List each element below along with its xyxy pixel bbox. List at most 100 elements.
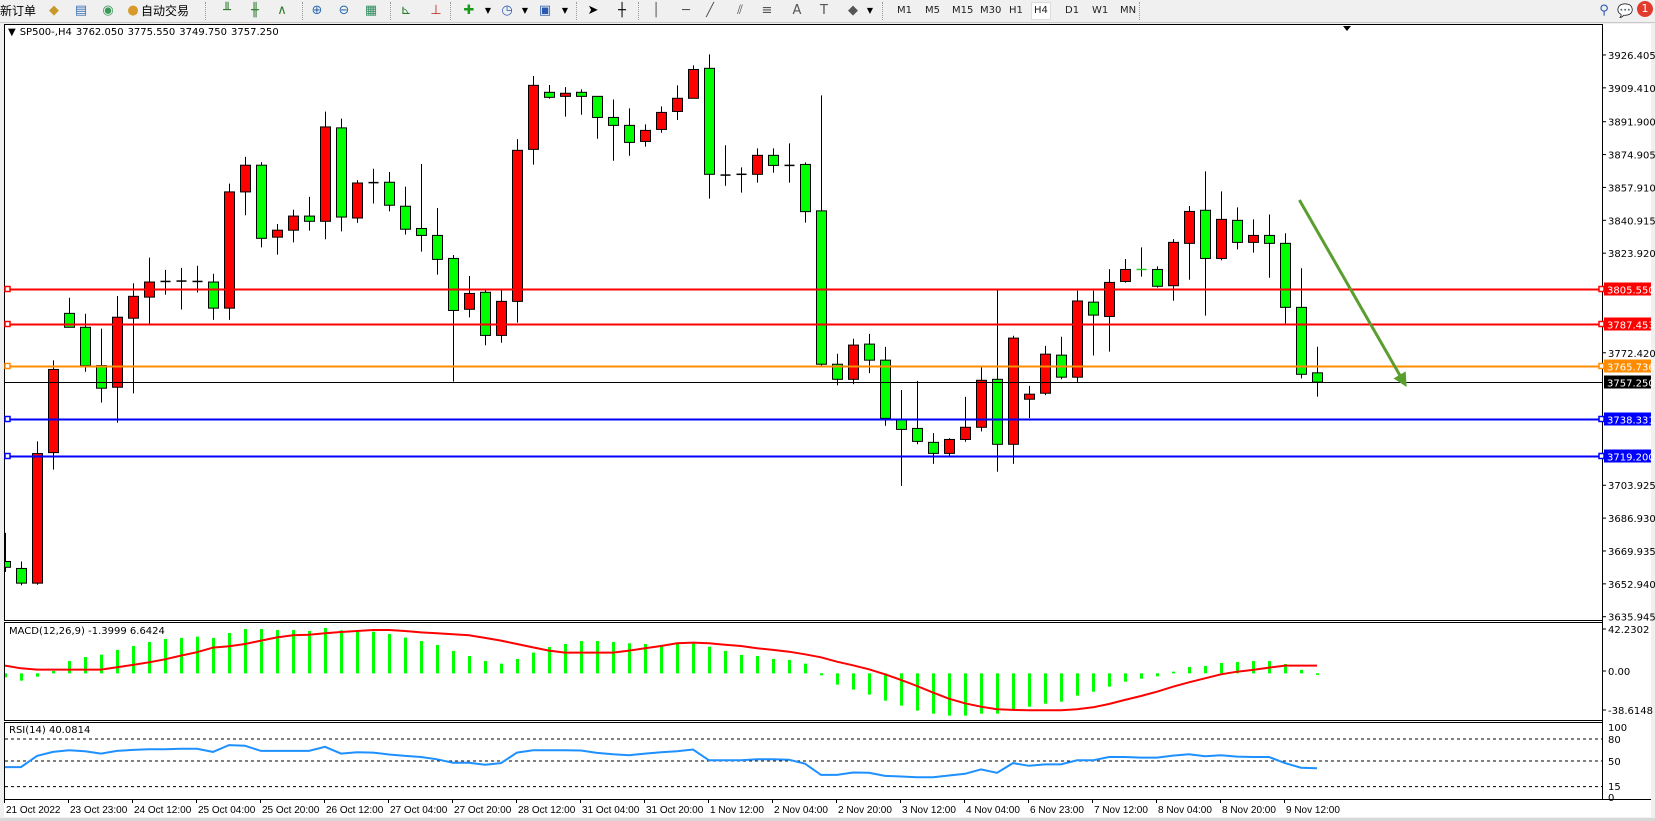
line-handle-left[interactable] [4, 452, 11, 460]
timeframe-h1[interactable]: H1 [1009, 5, 1023, 16]
shapes-icon[interactable]: ◆ [848, 3, 858, 18]
zoom-out-icon[interactable]: ⊖ [338, 3, 350, 18]
time-label: 2 Nov 20:00 [838, 805, 892, 816]
timeframe-m1[interactable]: M1 [897, 5, 912, 16]
macd-histogram-bar [964, 673, 967, 716]
candle [352, 180, 363, 223]
header-open: 3762.050 [75, 27, 124, 38]
price-label-bg [1604, 359, 1651, 373]
candle [1008, 335, 1019, 464]
market-watch-icon[interactable]: ▤ [74, 3, 88, 18]
vertical-line-icon[interactable]: │ [652, 3, 660, 18]
new-order-button[interactable]: 新订单 [0, 4, 37, 18]
cursor-icon[interactable]: ➤ [587, 3, 599, 18]
line-handle-right[interactable] [1598, 452, 1605, 460]
macd-histogram-bar [388, 633, 391, 674]
candle-body [1040, 353, 1051, 394]
text-label-icon[interactable]: T [820, 3, 828, 18]
macd-histogram-bar [644, 643, 647, 674]
rsi-axis-label: 100 [1608, 723, 1627, 734]
fibonacci-icon[interactable]: ≡ [761, 3, 773, 18]
macd-histogram-bar [916, 673, 919, 711]
toolbar-separator [1139, 2, 1141, 20]
autoscroll-icon[interactable]: ⊾ [400, 3, 412, 18]
trend-arrow-line[interactable] [1298, 199, 1404, 381]
candle [32, 441, 43, 585]
candle-body [256, 164, 267, 239]
horizontal-line-icon[interactable]: ─ [682, 3, 690, 18]
toolbar-separator [450, 2, 452, 20]
trendline-icon[interactable]: ╱ [706, 3, 714, 18]
line-handle-right[interactable] [1598, 320, 1605, 328]
time-label: 6 Nov 23:00 [1030, 805, 1084, 816]
auto-trading-icon[interactable]: ● [127, 3, 139, 18]
collapse-triangle-icon[interactable]: ▼ [8, 27, 16, 38]
candle [608, 99, 619, 161]
indicators-icon[interactable]: ✚ [463, 3, 475, 18]
line-handle-left[interactable] [4, 362, 11, 370]
chart-shift-icon[interactable]: ⊥ [430, 3, 442, 18]
macd-histogram-bar [1060, 673, 1063, 702]
line-handle-left[interactable] [4, 285, 11, 293]
macd-histogram-bar [1076, 673, 1079, 696]
price-tick-label: 3669.935 [1608, 547, 1655, 558]
candle [688, 65, 699, 99]
toolbar-separator [576, 2, 578, 20]
notification-icon[interactable]: 💬 [1617, 4, 1634, 19]
dropdown-arrow-icon[interactable]: ▼ [521, 6, 529, 15]
macd-histogram-bar [724, 650, 727, 674]
timeframe-w1[interactable]: W1 [1092, 5, 1109, 16]
zoom-in-icon[interactable]: ⊕ [311, 3, 323, 18]
bar-chart-icon[interactable]: ╨ [223, 3, 231, 18]
text-icon[interactable]: A [792, 3, 802, 18]
dropdown-arrow-icon[interactable]: ▼ [484, 6, 492, 15]
tile-windows-icon[interactable]: ▦ [364, 3, 378, 18]
macd-histogram-bar [1124, 673, 1127, 682]
gold-bars-icon[interactable]: ◆ [49, 3, 59, 18]
dropdown-arrow-icon[interactable]: ▼ [866, 6, 874, 15]
timeframe-m5[interactable]: M5 [925, 5, 940, 16]
candle-body [240, 164, 251, 193]
candle [1232, 207, 1243, 250]
search-icon[interactable]: ⚲ [1599, 3, 1609, 18]
candle [64, 297, 75, 328]
candle-body [320, 126, 331, 222]
candle [1040, 345, 1051, 396]
candle-body [64, 312, 75, 328]
crosshair-icon[interactable]: ┼ [618, 3, 626, 18]
macd-histogram-bar [564, 643, 567, 674]
templates-icon[interactable]: ▣ [538, 3, 552, 18]
macd-histogram-bar [1188, 667, 1191, 674]
timeframe-mn[interactable]: MN [1120, 5, 1137, 16]
macd-histogram-bar [516, 658, 519, 674]
candlestick-chart-icon[interactable]: ╫ [251, 3, 259, 18]
line-handle-left[interactable] [4, 415, 11, 423]
macd-histogram-bar [132, 645, 135, 674]
timeframe-m15[interactable]: M15 [952, 5, 974, 16]
timeframe-m30[interactable]: M30 [980, 5, 1002, 16]
candle-body [448, 257, 459, 311]
timeframe-h4[interactable]: H4 [1031, 2, 1051, 20]
signals-icon[interactable]: ◉ [102, 3, 114, 18]
periods-icon[interactable]: ◷ [501, 3, 513, 18]
macd-histogram-bar [948, 673, 951, 716]
candle-body [960, 426, 971, 440]
line-handle-left[interactable] [4, 320, 11, 328]
candle-body [800, 163, 811, 213]
auto-trading-button[interactable]: 自动交易 [141, 4, 190, 18]
line-handle-right[interactable] [1598, 415, 1605, 423]
candle-body [1200, 209, 1211, 259]
equidistant-channel-icon[interactable]: ⫽ [737, 3, 743, 18]
macd-histogram-bar [308, 630, 311, 674]
line-handle-right[interactable] [1598, 285, 1605, 293]
line-chart-icon[interactable]: ∧ [277, 3, 287, 18]
dropdown-arrow-icon[interactable]: ▼ [561, 6, 569, 15]
time-label: 21 Oct 2022 [6, 805, 61, 816]
candle [624, 108, 635, 156]
timeframe-d1[interactable]: D1 [1065, 5, 1080, 16]
candle [1168, 239, 1179, 301]
line-handle-right[interactable] [1598, 362, 1605, 370]
macd-histogram-bar [196, 636, 199, 674]
candle [48, 360, 59, 470]
